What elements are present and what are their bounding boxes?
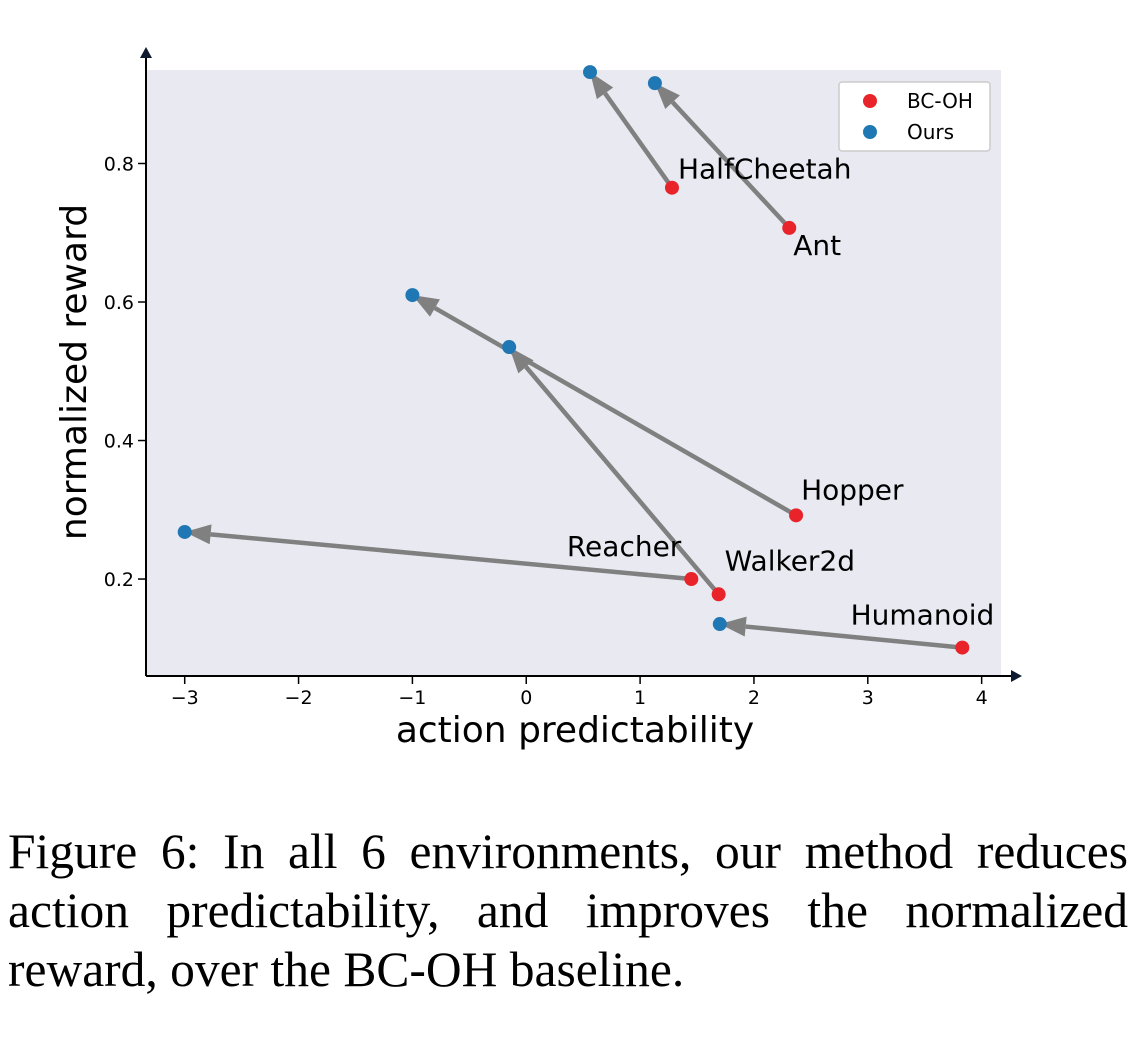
bc-oh-point <box>664 180 679 195</box>
y-axis-title: normalized reward <box>54 204 95 540</box>
arrow-head <box>184 524 212 545</box>
x-ticks: −3 −2 −1 0 1 2 3 4 <box>171 676 988 709</box>
bc-oh-point <box>789 508 804 523</box>
legend-marker-ours <box>863 125 877 139</box>
scatter-chart: HalfCheetah Ant Hopper Reacher Walker2d Human… <box>54 47 1022 751</box>
ours-point <box>405 288 420 303</box>
arrow-head <box>412 295 440 317</box>
ours-point <box>177 524 192 539</box>
x-tick-label: 1 <box>634 687 646 709</box>
arrow-head <box>719 616 747 637</box>
arrow-shaft <box>745 624 963 650</box>
y-axis-arrowhead <box>140 47 152 58</box>
point-label: Hopper <box>801 473 904 506</box>
points-layer <box>177 65 970 655</box>
x-tick-label: 3 <box>862 687 874 709</box>
arrow-shaft <box>603 91 674 190</box>
legend-label-bc-oh: BC-OH <box>907 89 973 113</box>
bc-oh-point <box>782 220 797 235</box>
arrow-shaft <box>210 532 692 582</box>
x-tick-label: 0 <box>520 687 532 709</box>
y-tick-label: 0.4 <box>104 431 134 453</box>
arrow-shaft <box>433 306 798 518</box>
labels-layer: HalfCheetah Ant Hopper Reacher Walker2d Human… <box>567 153 994 632</box>
point-label: Walker2d <box>725 544 855 577</box>
arrows-layer <box>184 72 963 650</box>
ours-point <box>647 76 662 91</box>
ours-point <box>583 65 598 80</box>
bc-oh-point <box>955 640 970 655</box>
x-tick-label: −2 <box>285 687 313 709</box>
x-axis-arrowhead <box>1011 670 1022 682</box>
y-ticks: 0.2 0.4 0.6 0.8 <box>104 153 146 591</box>
point-label: Humanoid <box>851 599 995 632</box>
y-tick-label: 0.8 <box>104 153 134 175</box>
arrow-shaft <box>524 365 721 596</box>
arrow-head <box>654 83 680 110</box>
arrow-shaft <box>670 100 791 230</box>
point-label: Ant <box>793 229 841 262</box>
arrow-head <box>509 347 534 374</box>
ours-point <box>502 340 517 355</box>
plot-background <box>146 70 1001 676</box>
y-tick-label: 0.2 <box>104 569 134 591</box>
legend: BC-OH Ours <box>838 81 991 152</box>
ours-point <box>712 617 727 632</box>
x-tick-label: −3 <box>171 687 199 709</box>
x-tick-label: −1 <box>398 687 426 709</box>
point-label: HalfCheetah <box>678 153 851 186</box>
x-tick-label: 4 <box>976 687 988 709</box>
arrow-head <box>590 72 614 100</box>
legend-marker-bc-oh <box>863 94 877 108</box>
x-axis-title: action predictability <box>396 710 754 751</box>
y-tick-label: 0.6 <box>104 292 134 314</box>
point-label: Reacher <box>567 530 682 563</box>
x-tick-label: 2 <box>748 687 760 709</box>
bc-oh-point <box>684 572 699 587</box>
legend-label-ours: Ours <box>907 120 954 144</box>
bc-oh-point <box>711 587 726 602</box>
figure-caption: Figure 6: In all 6 environments, our met… <box>8 824 1128 997</box>
